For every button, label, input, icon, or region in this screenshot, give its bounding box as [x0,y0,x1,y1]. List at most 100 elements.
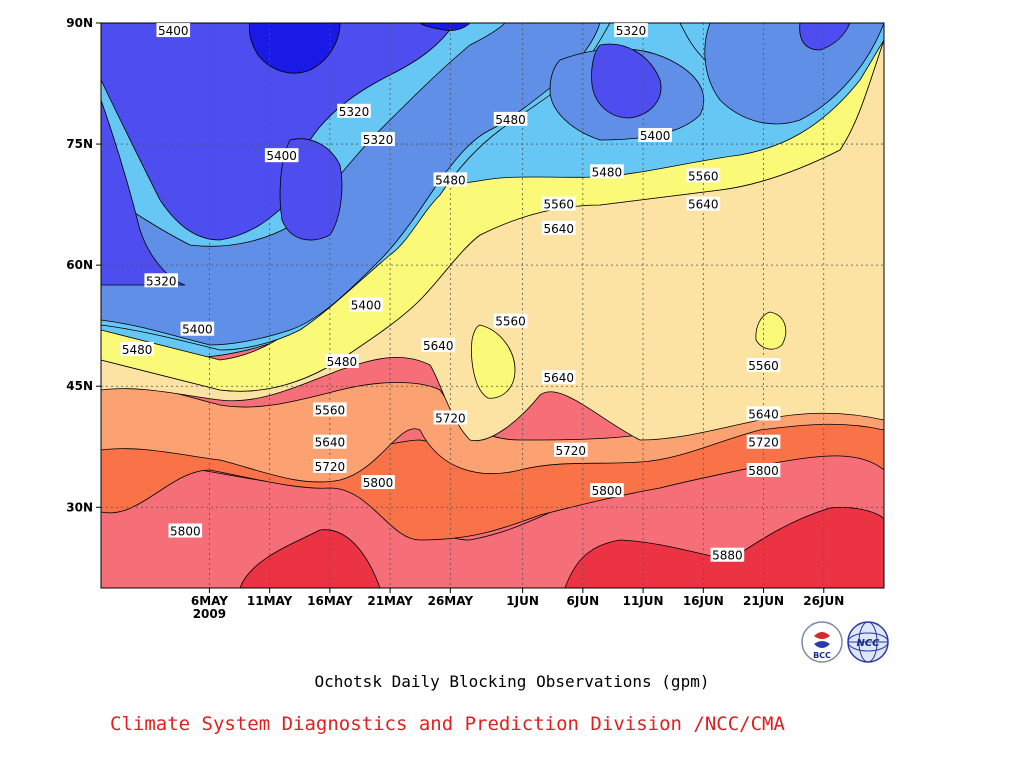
contour-label: 5320 [616,24,647,38]
contour-label-bg [120,341,154,356]
contour-label-bg [493,313,528,328]
contour-label-bg [638,128,672,142]
contour-label: 5400 [351,299,382,313]
contour-label: 5560 [315,403,346,417]
svg-text:BCC: BCC [813,651,831,660]
contour-label: 5880 [712,549,743,563]
contour-label: 5800 [748,464,779,478]
contour-label-bg [264,148,299,163]
x-tick-label: 26MAY [428,594,474,608]
contour-label: 5480 [435,173,466,187]
contour-label: 5640 [315,436,346,450]
contour-label-bg [337,103,371,118]
y-tick-label: 30N [66,500,93,514]
contour-label-bg [313,458,347,473]
contour-label-bg [156,23,191,38]
plot-frame [100,22,885,589]
contour-label: 5320 [339,105,370,119]
contour-label-bg [493,111,528,126]
contour-band-5320-5400 [799,23,851,51]
contour-label-bg [686,196,721,211]
contour-label: 5800 [592,484,623,498]
x-tick-label: 21JUN [743,594,784,608]
contour-label-bg [590,164,624,179]
contour-label: 5640 [423,339,454,353]
contour-band-gt5880 [239,529,381,588]
grid-lines [101,23,884,588]
contour-label: 5560 [688,169,719,183]
contour-label-bg [180,321,215,336]
contour-label: 5560 [495,315,526,329]
contour-label-bg [746,358,781,373]
contour-label: 5720 [556,444,587,458]
contour-label: 5400 [266,149,297,163]
contour-label-bg [746,434,781,449]
contour-label-bg [686,168,721,183]
contour-label: 5720 [748,436,779,450]
contour-label: 5640 [688,198,719,212]
x-tick-label: 21MAY [367,594,413,608]
contour-label-bg [361,132,395,147]
y-tick-label: 45N [66,379,93,393]
chart-title: Ochotsk Daily Blocking Observations (gpm… [314,672,710,691]
contour-label: 5480 [122,343,153,357]
ncc-logo: NCC [847,621,889,663]
contour-fill-layer [101,23,884,588]
contour-label: 5480 [592,165,623,179]
x-tick-label: 11MAY [247,594,293,608]
contour-label-bg [590,483,624,498]
y-tick-label: 60N [66,258,93,272]
contour-band-lt5320 [419,23,471,31]
x-tick-label: 6MAY [191,594,228,608]
contour-label: 5480 [495,113,526,127]
contour-label: 5320 [146,274,177,288]
contour-label: 5800 [363,476,394,490]
contour-band-5320-5400 [591,43,662,119]
contour-label: 5640 [748,407,779,421]
contour-label: 5720 [315,460,346,474]
contour-labels: 5400 5320 5320 5400 5320 5400 5400 5480 5480 5480… [120,23,781,563]
contour-label-bg [349,297,383,312]
y-tick-label: 75N [66,137,93,151]
x-tick-label: 11JUN [623,594,664,608]
contour-label-bg [433,172,468,187]
contour-label: 5640 [543,371,574,385]
contour-label-bg [313,434,347,449]
x-tick-label: 26JUN [803,594,844,608]
contour-label-bg [746,462,781,477]
contour-label-bg [313,402,347,417]
x-tick-label: 16JUN [683,594,724,608]
contour-band-lt5320 [248,23,341,74]
contour-label-bg [168,523,203,538]
contour-label-bg [710,547,745,562]
contour-label-bg [421,337,456,352]
contour-label: 5800 [170,525,201,539]
x-tick-label: 2009 [193,607,226,621]
contour-band-5400-5480 [704,23,884,125]
contour-label-bg [325,354,359,368]
y-tick-label: 90N [66,16,93,30]
contour-band-5320-5400 [279,138,343,241]
contour-label-bg [541,220,576,235]
contour-label: 5640 [543,222,574,236]
bcc-logo: BCC [801,621,843,663]
contour-label: 5320 [363,133,394,147]
x-tick-label: 16MAY [307,594,353,608]
x-tick-label: 1JUN [506,594,539,608]
contour-label-bg [554,442,588,457]
contour-label: 5480 [327,355,358,369]
contour-label-bg [614,23,648,38]
svg-text:NCC: NCC [856,638,880,649]
x-tick-label: 6JUN [567,594,600,608]
contour-label-bg [746,406,781,421]
contour-label-bg [433,410,468,425]
contour-band-5560-5640 [471,324,516,399]
contour-label: 5720 [435,412,466,426]
credit-line: Climate System Diagnostics and Predictio… [110,713,785,735]
contour-label: 5400 [182,323,213,337]
contour-label: 5560 [543,198,574,212]
contour-label: 5560 [748,359,779,373]
contour-label-bg [361,475,395,490]
contour-label-bg [541,370,576,385]
